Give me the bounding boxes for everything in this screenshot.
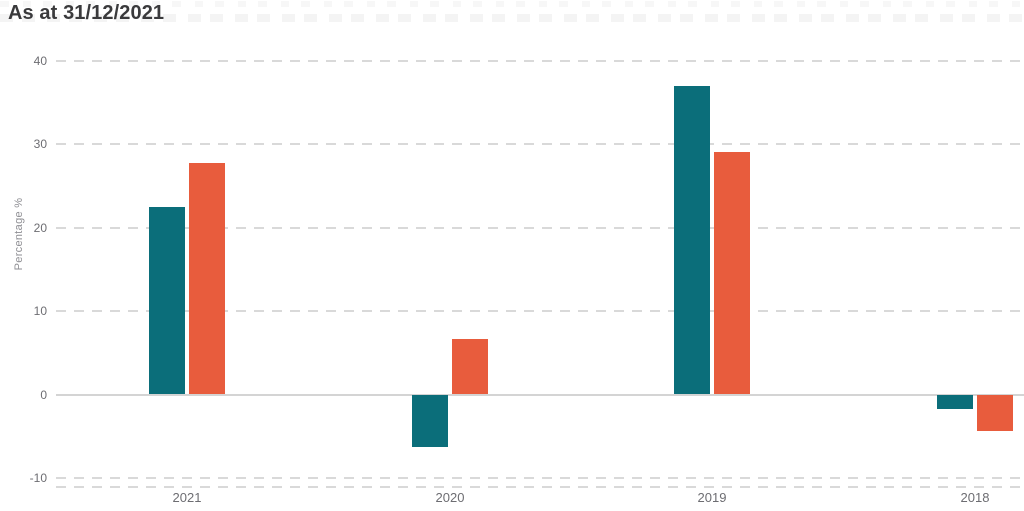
bar-teal-2019 (674, 85, 710, 395)
y-tick-label-0: 0 (40, 387, 47, 402)
bar-orange-2019 (714, 152, 750, 395)
bar-teal-2018 (937, 394, 973, 409)
zero-gridline (56, 393, 1024, 396)
y-tick-label-30: 30 (33, 137, 47, 151)
x-tick-label-2018: 2018 (960, 490, 990, 505)
plot-bottom-dashed-line (56, 486, 1024, 488)
x-tick-label-2019: 2019 (697, 490, 727, 505)
x-tick-label-2021: 2021 (172, 490, 202, 505)
bar-orange-2018 (977, 394, 1013, 432)
gridline-40 (56, 59, 1024, 62)
chart-title: As at 31/12/2021 (8, 2, 165, 24)
y-tick-label-40: 40 (33, 53, 47, 68)
y-tick-label-10: 10 (33, 304, 47, 318)
bar-teal-2021 (149, 207, 185, 395)
x-tick-label-2020: 2020 (435, 490, 465, 505)
bar-orange-2021 (189, 163, 225, 395)
faded-top-band (0, 14, 1024, 22)
gridline-30 (56, 143, 1024, 145)
gridline-10 (56, 310, 1024, 312)
gridline--10 (56, 477, 1024, 479)
gridline-20 (56, 226, 1024, 229)
y-tick-label-20: 20 (33, 220, 47, 235)
faded-top-band (0, 1, 1024, 7)
bar-teal-2020 (412, 394, 448, 448)
bar-orange-2020 (452, 338, 488, 395)
y-tick-label--10: -10 (29, 471, 47, 485)
